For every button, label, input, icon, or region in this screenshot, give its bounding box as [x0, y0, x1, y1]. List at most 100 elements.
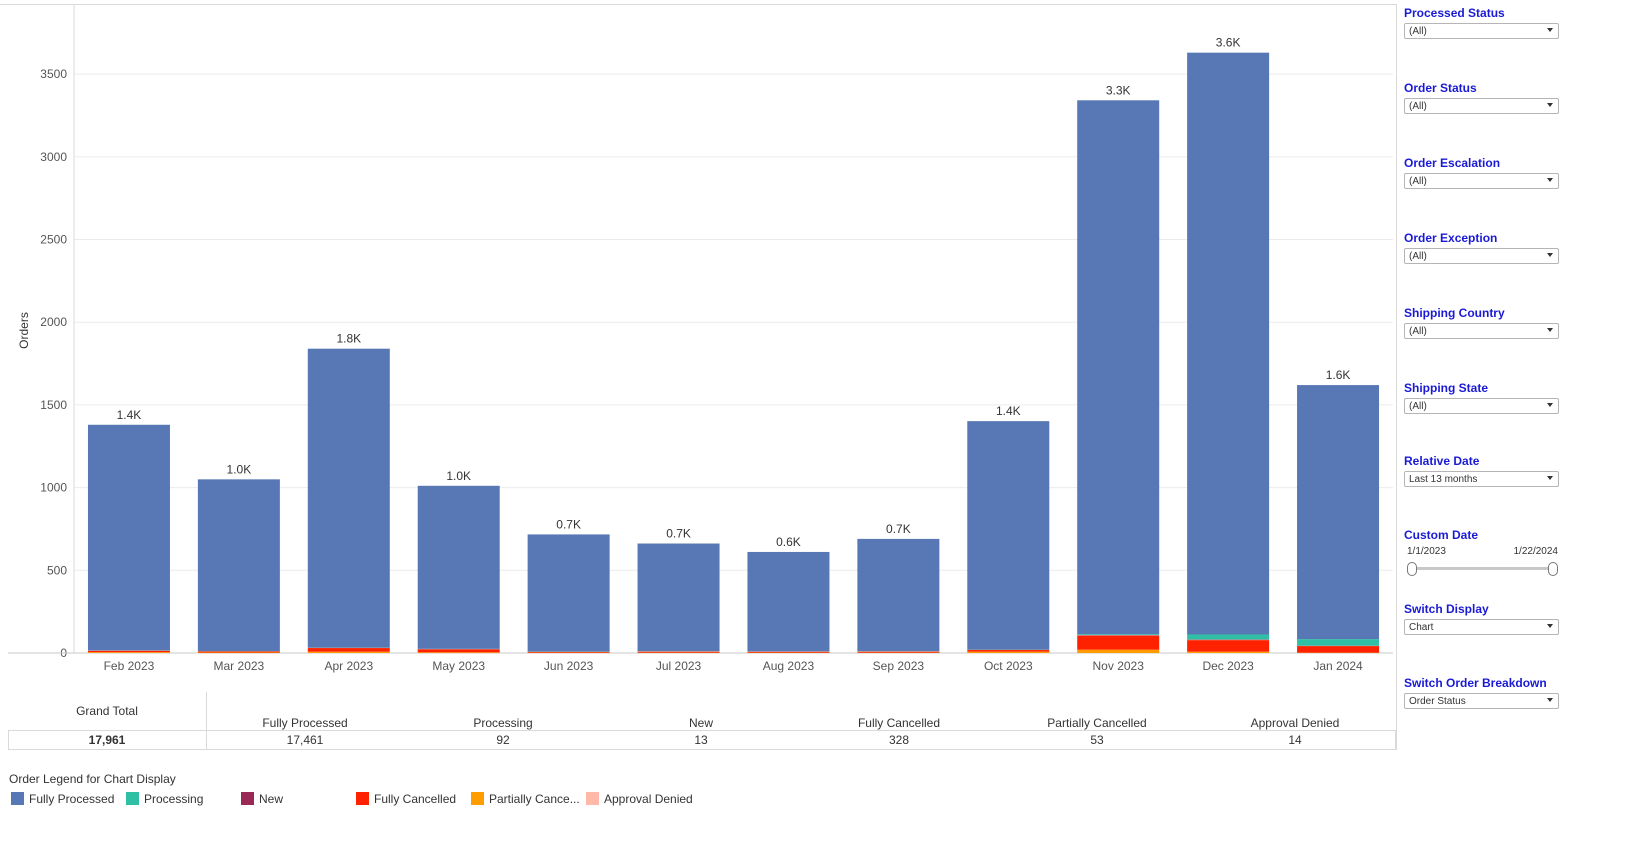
y-tick-label: 2000 — [40, 315, 67, 329]
custom-date-range: 1/1/2023 1/22/2024 — [1404, 546, 1560, 560]
grand-total-value: 17,961 — [88, 733, 126, 747]
bar-segment — [527, 534, 610, 652]
legend-item-approval-denied[interactable]: Approval Denied — [586, 792, 693, 806]
legend-item-partially-cancelled[interactable]: Partially Cance... — [471, 792, 580, 806]
filter-custom-date: Custom Date 1/1/2023 1/22/2024 — [1404, 528, 1560, 576]
summary-table: Grand Total 17,961 Fully Processed 17,46… — [8, 692, 1396, 750]
bar-segment — [1187, 640, 1270, 652]
bar-segment — [417, 649, 500, 653]
filter-title: Custom Date — [1404, 528, 1479, 542]
custom-date-slider[interactable] — [1404, 562, 1560, 576]
slider-end-handle[interactable] — [1548, 562, 1558, 576]
filter-title: Order Escalation — [1404, 156, 1501, 170]
panel-divider — [1396, 4, 1397, 750]
legend-label: Fully Processed — [29, 792, 115, 806]
legend-label: Partially Cance... — [489, 792, 580, 806]
order-status-dropdown[interactable]: (All) — [1404, 98, 1559, 114]
legend-swatch — [11, 792, 24, 805]
caret-down-icon — [1547, 476, 1553, 480]
filter-title: Relative Date — [1404, 454, 1480, 468]
bar-total-label: 3.3K — [1106, 83, 1131, 97]
caret-down-icon — [1547, 253, 1553, 257]
col-header-new: New — [688, 716, 713, 730]
grand-total-label: Grand Total — [76, 704, 138, 718]
bar-segment — [1187, 52, 1270, 635]
filter-switch-display: Switch Display Chart — [1404, 602, 1560, 635]
filter-shipping-country: Shipping Country (All) — [1404, 306, 1560, 339]
bar-total-label: 1.8K — [336, 332, 361, 346]
filter-title: Order Exception — [1404, 231, 1498, 245]
dropdown-value: (All) — [1409, 401, 1427, 412]
legend-item-processing[interactable]: Processing — [126, 792, 203, 806]
switch-display-dropdown[interactable]: Chart — [1404, 619, 1559, 635]
order-exception-dropdown[interactable]: (All) — [1404, 248, 1559, 264]
caret-down-icon — [1547, 328, 1553, 332]
filter-title: Shipping State — [1404, 381, 1488, 395]
x-tick-label: Aug 2023 — [763, 659, 815, 673]
bar-segment — [747, 651, 830, 653]
filter-processed-status: Processed Status (All) — [1404, 6, 1560, 39]
bar-segment — [417, 485, 500, 649]
filter-shipping-state: Shipping State (All) — [1404, 381, 1560, 414]
legend-item-fully-processed[interactable]: Fully Processed — [11, 792, 114, 806]
bar-total-label: 0.7K — [886, 522, 911, 536]
y-tick-label: 3000 — [40, 150, 67, 164]
bar-total-label: 0.7K — [556, 517, 581, 531]
slider-start-handle[interactable] — [1407, 562, 1417, 576]
x-tick-label: Oct 2023 — [984, 659, 1033, 673]
x-tick-label: May 2023 — [432, 659, 485, 673]
filter-title: Switch Order Breakdown — [1404, 676, 1547, 690]
bar-segment — [527, 652, 610, 653]
dropdown-value: (All) — [1409, 101, 1427, 112]
bar-segment — [967, 650, 1050, 652]
y-axis-title: Orders — [17, 312, 31, 349]
caret-down-icon — [1547, 698, 1553, 702]
x-tick-label: Sep 2023 — [873, 659, 925, 673]
y-tick-label: 1500 — [40, 398, 67, 412]
relative-date-dropdown[interactable]: Last 13 months — [1404, 471, 1559, 487]
bar-segment — [1297, 385, 1380, 640]
legend-item-fully-cancelled[interactable]: Fully Cancelled — [356, 792, 456, 806]
legend-label: New — [259, 792, 284, 806]
table-right-border — [1395, 730, 1396, 750]
bar-segment — [307, 348, 390, 648]
top-border — [0, 4, 1396, 5]
legend-item-new[interactable]: New — [241, 792, 283, 806]
bar-segment — [307, 648, 390, 652]
legend-label: Fully Cancelled — [374, 792, 457, 806]
dropdown-value: (All) — [1409, 176, 1427, 187]
slider-track — [1412, 567, 1552, 570]
start-date: 1/1/2023 — [1407, 546, 1446, 557]
dropdown-value: Order Status — [1409, 696, 1466, 707]
col-header-partially-cancelled: Partially Cancelled — [1047, 716, 1147, 730]
filter-title: Switch Display — [1404, 602, 1489, 616]
x-tick-label: Jun 2023 — [544, 659, 594, 673]
order-escalation-dropdown[interactable]: (All) — [1404, 173, 1559, 189]
table-divider — [8, 730, 1396, 731]
bar-segment — [197, 479, 280, 652]
col-value-processing: 92 — [496, 733, 510, 747]
table-bottom-border — [8, 749, 1396, 750]
bar-segment — [1187, 651, 1270, 653]
filter-title: Order Status — [1404, 81, 1477, 95]
caret-down-icon — [1547, 624, 1553, 628]
dropdown-value: (All) — [1409, 326, 1427, 337]
x-tick-label: Nov 2023 — [1093, 659, 1145, 673]
caret-down-icon — [1547, 28, 1553, 32]
processed-status-dropdown[interactable]: (All) — [1404, 23, 1559, 39]
bar-segment — [87, 424, 170, 651]
caret-down-icon — [1547, 403, 1553, 407]
bar-total-label: 1.0K — [446, 469, 471, 483]
bar-segment — [1187, 634, 1270, 640]
chart-svg: 0500100015002000250030003500Orders1.4KFe… — [8, 4, 1393, 673]
switch-order-breakdown-dropdown[interactable]: Order Status — [1404, 693, 1559, 709]
col-value-partially-cancelled: 53 — [1090, 733, 1104, 747]
filter-relative-date: Relative Date Last 13 months — [1404, 454, 1560, 487]
col-header-processing: Processing — [473, 716, 533, 730]
grand-total-cell: Grand Total 17,961 — [8, 692, 207, 749]
shipping-state-dropdown[interactable]: (All) — [1404, 398, 1559, 414]
x-tick-label: Jul 2023 — [656, 659, 702, 673]
caret-down-icon — [1547, 103, 1553, 107]
shipping-country-dropdown[interactable]: (All) — [1404, 323, 1559, 339]
bar-segment — [197, 651, 280, 653]
